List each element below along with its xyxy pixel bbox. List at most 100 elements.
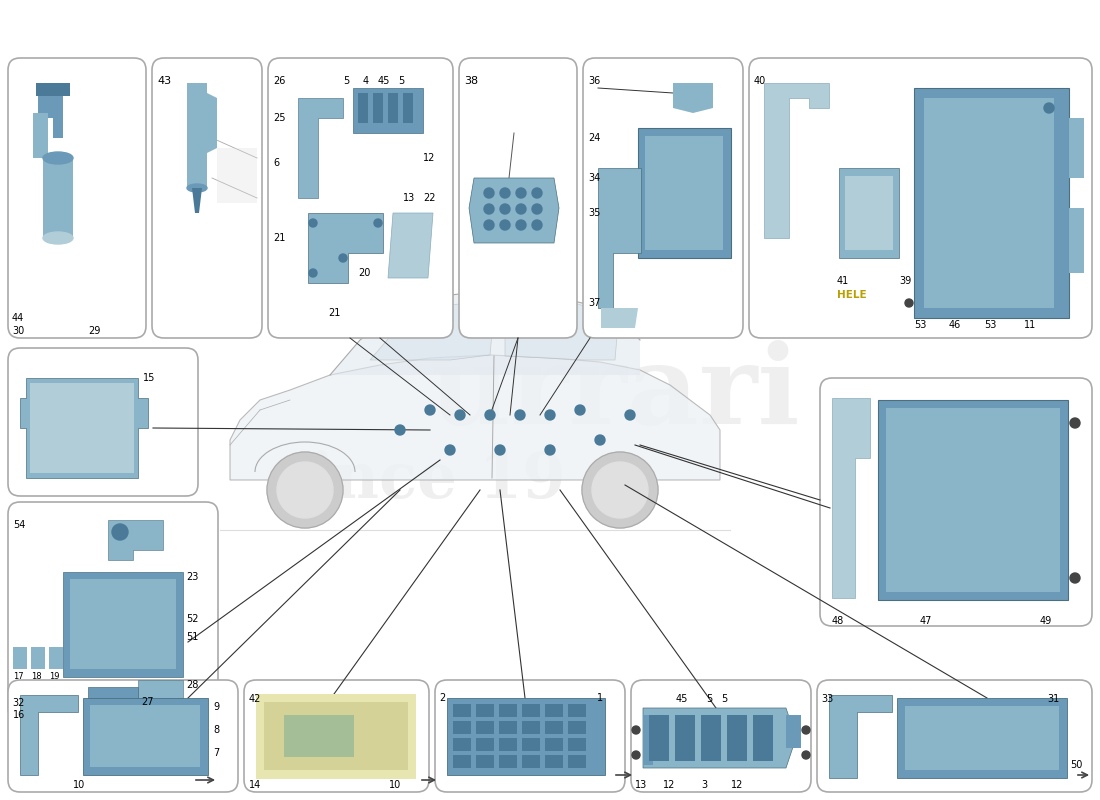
Polygon shape xyxy=(914,88,1069,318)
Text: 25: 25 xyxy=(273,113,286,123)
Bar xyxy=(453,704,471,717)
Text: 21: 21 xyxy=(273,233,285,243)
Circle shape xyxy=(500,204,510,214)
Circle shape xyxy=(595,435,605,445)
Bar xyxy=(388,93,398,123)
FancyBboxPatch shape xyxy=(749,58,1092,338)
Polygon shape xyxy=(88,687,138,717)
Polygon shape xyxy=(673,83,713,113)
Bar xyxy=(568,755,586,768)
Circle shape xyxy=(1070,573,1080,583)
Bar xyxy=(70,579,176,669)
Circle shape xyxy=(516,204,526,214)
Text: 50: 50 xyxy=(1070,760,1082,770)
Bar xyxy=(13,647,28,669)
Text: ince 19: ince 19 xyxy=(310,450,565,511)
Text: 6: 6 xyxy=(273,158,279,168)
Polygon shape xyxy=(447,698,605,775)
Text: 42: 42 xyxy=(249,694,262,704)
Text: 13: 13 xyxy=(403,193,416,203)
Text: 14: 14 xyxy=(249,780,262,790)
Text: 17: 17 xyxy=(13,672,23,681)
Text: 52: 52 xyxy=(186,614,198,624)
Polygon shape xyxy=(298,98,343,198)
Text: 35: 35 xyxy=(588,208,601,218)
Polygon shape xyxy=(33,113,48,158)
Circle shape xyxy=(309,269,317,277)
Bar xyxy=(476,738,494,751)
Bar xyxy=(754,715,773,761)
Bar xyxy=(30,383,134,473)
Polygon shape xyxy=(644,708,796,768)
Text: urrari: urrari xyxy=(430,340,801,447)
Text: 51: 51 xyxy=(186,632,198,642)
Polygon shape xyxy=(505,295,618,360)
Polygon shape xyxy=(187,83,217,188)
Circle shape xyxy=(625,410,635,420)
FancyBboxPatch shape xyxy=(8,502,218,720)
Polygon shape xyxy=(138,680,183,712)
Circle shape xyxy=(632,751,640,759)
Text: 38: 38 xyxy=(464,76,478,86)
Bar xyxy=(453,721,471,734)
Circle shape xyxy=(267,452,343,528)
Polygon shape xyxy=(832,398,870,598)
Text: 41: 41 xyxy=(837,276,849,286)
Polygon shape xyxy=(1069,208,1084,273)
Circle shape xyxy=(516,220,526,230)
Text: 21: 21 xyxy=(328,308,340,318)
Bar xyxy=(403,93,412,123)
FancyBboxPatch shape xyxy=(820,378,1092,626)
Text: 12: 12 xyxy=(663,780,675,790)
Bar xyxy=(453,738,471,751)
Bar xyxy=(568,738,586,751)
Bar xyxy=(522,755,540,768)
Polygon shape xyxy=(601,308,638,328)
Polygon shape xyxy=(638,128,732,258)
Bar xyxy=(649,715,669,761)
Polygon shape xyxy=(308,213,383,283)
Circle shape xyxy=(112,524,128,540)
Bar xyxy=(284,715,354,757)
Text: 8: 8 xyxy=(213,725,219,735)
Circle shape xyxy=(395,425,405,435)
Bar xyxy=(886,408,1060,592)
Text: 44: 44 xyxy=(12,313,24,323)
Text: 37: 37 xyxy=(588,298,601,308)
Text: 20: 20 xyxy=(358,268,371,278)
Bar xyxy=(522,721,540,734)
Circle shape xyxy=(446,445,455,455)
Bar xyxy=(499,738,517,751)
Polygon shape xyxy=(829,695,892,778)
Circle shape xyxy=(802,751,810,759)
Text: 39: 39 xyxy=(899,276,911,286)
Circle shape xyxy=(592,462,648,518)
Circle shape xyxy=(500,188,510,198)
Bar xyxy=(727,715,747,761)
Text: 15: 15 xyxy=(143,373,155,383)
Text: 43: 43 xyxy=(157,76,172,86)
Text: 26: 26 xyxy=(273,76,285,86)
Bar xyxy=(544,738,563,751)
Circle shape xyxy=(425,405,435,415)
Text: 49: 49 xyxy=(1040,616,1053,626)
Bar xyxy=(905,706,1059,770)
Text: 16: 16 xyxy=(13,710,25,720)
Polygon shape xyxy=(108,520,163,560)
Circle shape xyxy=(905,299,913,307)
Text: 30: 30 xyxy=(12,326,24,336)
Text: 24: 24 xyxy=(588,133,601,143)
Text: 4: 4 xyxy=(363,76,370,86)
Text: 12: 12 xyxy=(424,153,436,163)
Polygon shape xyxy=(839,168,899,258)
Text: HELE: HELE xyxy=(837,290,867,300)
Polygon shape xyxy=(43,158,73,238)
FancyBboxPatch shape xyxy=(268,58,453,338)
Text: 54: 54 xyxy=(13,520,25,530)
Circle shape xyxy=(484,204,494,214)
Polygon shape xyxy=(764,83,829,238)
Polygon shape xyxy=(370,300,495,360)
Bar xyxy=(50,647,63,669)
Circle shape xyxy=(485,410,495,420)
Text: 7: 7 xyxy=(213,748,219,758)
